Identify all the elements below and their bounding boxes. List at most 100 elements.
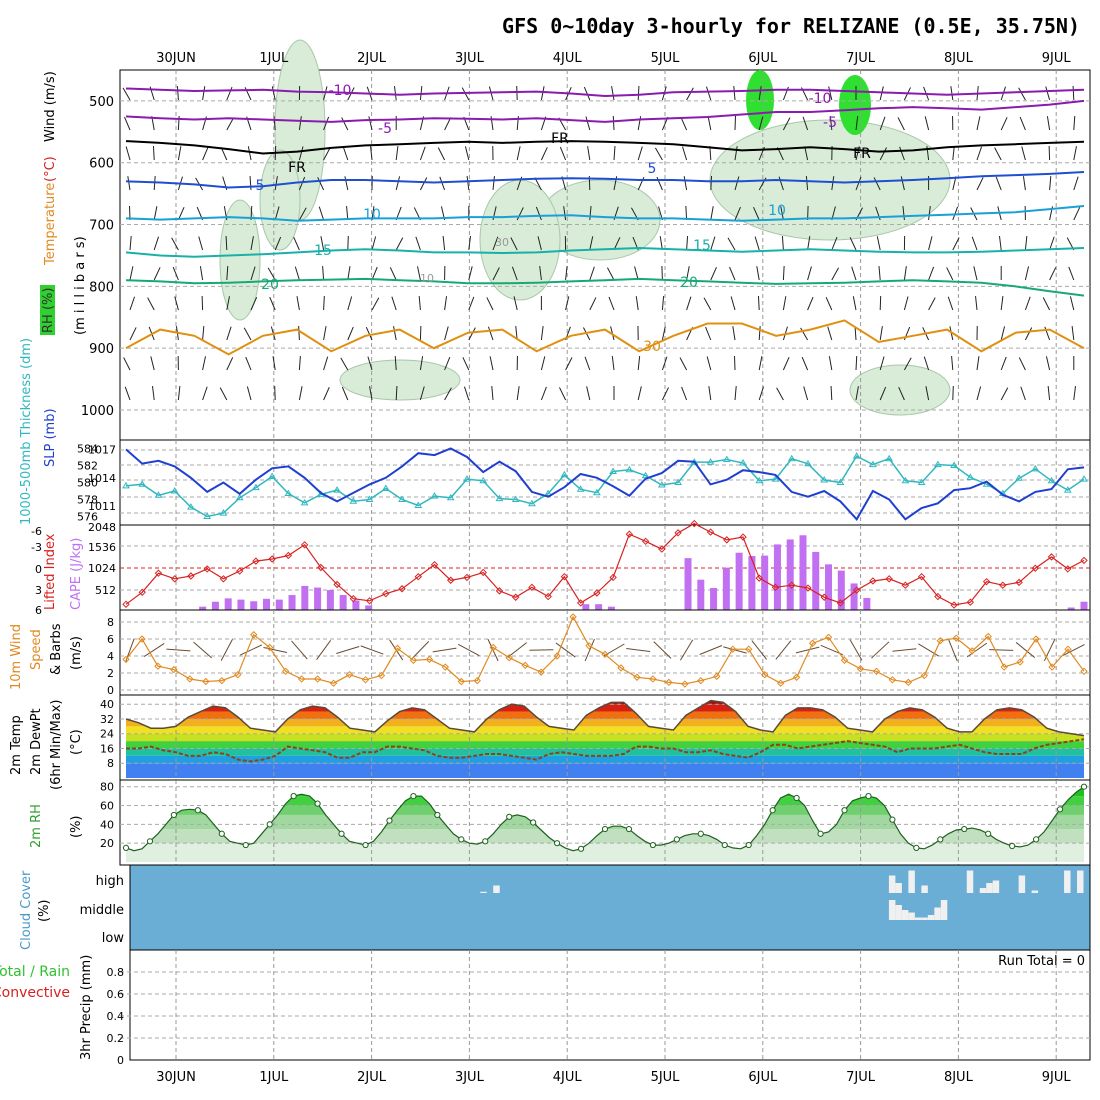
cape-bar — [314, 587, 322, 610]
date-label: 30JUN — [156, 51, 196, 66]
wind-barb — [369, 386, 373, 401]
rh-panel: 20 40 60 80 2m RH (%) — [29, 779, 1091, 866]
rh-marker — [530, 819, 537, 826]
wind-barb — [250, 297, 258, 311]
wind-barb — [267, 267, 276, 281]
lifted-index-marker — [690, 519, 699, 528]
cape-panel: -6 -3 0 3 6 2048 1536 1024 512 Lifted Index CAPE… — [31, 519, 1091, 617]
wind-speed-marker — [170, 665, 178, 674]
rh-marker — [721, 841, 728, 849]
lifted-index-marker — [1031, 564, 1039, 572]
wind-speed-marker — [1048, 663, 1056, 671]
wind-speed-marker — [186, 675, 194, 683]
wind-unit-label: (m/s) — [69, 636, 84, 670]
wind-barb — [776, 387, 784, 401]
wind-barb — [989, 649, 1014, 651]
wind-speed-marker — [808, 639, 817, 647]
lifted-index-marker — [252, 557, 260, 565]
slp-tick-label: 1011 — [88, 500, 116, 513]
thickness-marker — [787, 454, 796, 462]
wind-barb — [336, 646, 360, 654]
rh-marker — [625, 825, 633, 833]
wind-barb — [710, 175, 713, 191]
wind-barb — [395, 146, 399, 161]
wind-barb — [679, 357, 688, 371]
wind-barb — [686, 266, 690, 281]
cloud-middle-bar — [934, 907, 941, 920]
wind-barb — [516, 207, 524, 221]
wind-barb — [274, 206, 280, 221]
isotherm-label: -10 — [329, 83, 352, 99]
lifted-index-marker — [560, 573, 569, 581]
rh-marker — [290, 793, 297, 800]
cape-bar — [837, 570, 845, 610]
thickness-marker — [706, 458, 715, 465]
wind-barb — [1069, 296, 1075, 311]
wind-frame — [119, 609, 1091, 696]
cape-tick-label: 512 — [95, 584, 116, 597]
cloud-high-bar — [979, 888, 987, 893]
thickness-marker — [528, 499, 536, 507]
cloud-high-bar — [1064, 870, 1071, 893]
slp-series — [122, 447, 1088, 521]
wind-barb — [439, 176, 446, 191]
lifted-index-marker — [382, 590, 390, 598]
slp-tick-label: 1017 — [88, 443, 116, 456]
cape-bar — [211, 601, 219, 610]
wind-barb — [346, 206, 349, 221]
wind-barb — [589, 297, 597, 311]
isotherm-line — [125, 277, 1085, 297]
wind-speed-marker — [250, 631, 258, 639]
wind-grid — [120, 610, 1090, 695]
wind-barb — [918, 643, 940, 657]
wind-barb — [586, 386, 591, 401]
lifted-index-marker — [203, 565, 211, 573]
lifted-index-marker — [609, 573, 617, 582]
wind-barb — [219, 387, 228, 401]
wind-speed-marker — [713, 672, 721, 681]
wind-barb — [1000, 326, 1006, 341]
wind-barb — [976, 386, 982, 401]
rh-shaded-region — [339, 359, 461, 401]
wind-barb — [966, 642, 988, 658]
wind-barb — [199, 266, 204, 281]
rh-marker — [194, 807, 201, 814]
date-label: 30JUN — [156, 1070, 196, 1085]
wind-barb — [153, 267, 161, 281]
rh-grid — [120, 780, 1090, 865]
rh-marker — [146, 838, 154, 845]
wind-barb — [202, 146, 209, 161]
wind-barb — [928, 236, 933, 251]
rh-marker — [170, 811, 177, 819]
wind-barb — [226, 86, 233, 101]
wind-barb — [583, 86, 591, 101]
date-label: 4JUL — [553, 51, 583, 66]
wind-barb — [1071, 326, 1075, 341]
wind-barb — [129, 296, 136, 311]
wind-barb — [153, 236, 160, 251]
wind-speed-marker — [345, 670, 354, 679]
rh-marker — [1033, 836, 1040, 843]
cloud-unit-label: (%) — [37, 900, 52, 923]
wind-barb — [1049, 236, 1055, 251]
wind-barb — [708, 386, 712, 401]
temp-band — [126, 748, 1084, 756]
rh-high-region — [746, 70, 774, 130]
wind-speed-marker — [872, 667, 881, 676]
rh-marker — [961, 825, 968, 833]
precip-grid — [120, 950, 1090, 1060]
thickness-marker — [219, 509, 228, 516]
cape-tick-label: 2048 — [88, 521, 116, 534]
wind-barb — [1018, 87, 1026, 101]
wind-speed-marker — [409, 656, 418, 664]
wind-barb — [727, 237, 736, 251]
cape-bar — [748, 556, 756, 610]
wind-barb — [1021, 146, 1026, 161]
wind-barb — [371, 266, 378, 281]
lifted-index-marker — [706, 528, 715, 536]
thickness-marker — [430, 492, 439, 499]
wind-barb — [318, 206, 325, 221]
lifted-index-marker — [187, 572, 195, 580]
wind-barb — [464, 146, 470, 161]
wind-barb — [202, 326, 205, 341]
